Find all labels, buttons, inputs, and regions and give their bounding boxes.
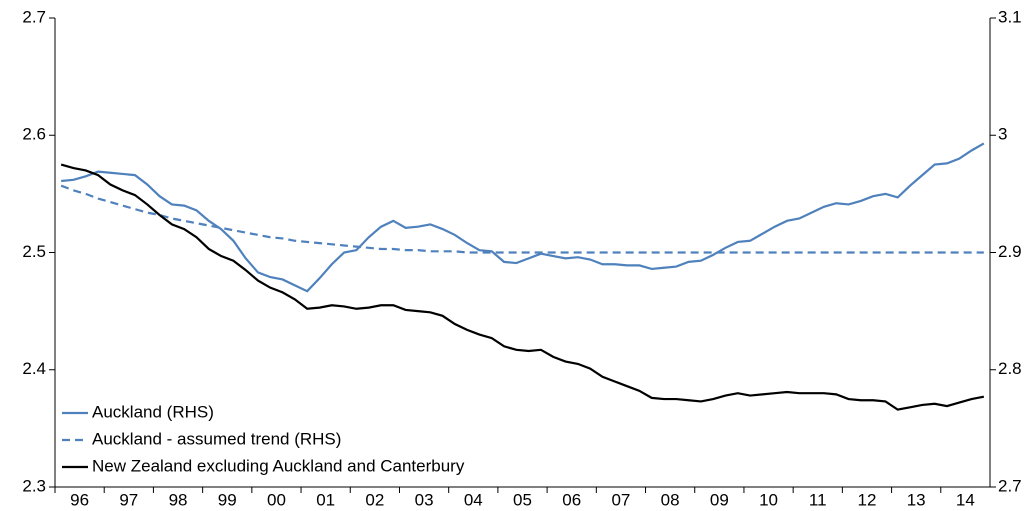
x-tick-label: 06: [562, 490, 581, 509]
y-tick-label: 2.3: [22, 476, 46, 495]
x-tick-label: 07: [611, 490, 630, 509]
y2-tick-label: 2.7: [998, 476, 1022, 495]
x-tick-label: 96: [70, 490, 89, 509]
legend-label: Auckland (RHS): [92, 402, 214, 421]
series-line: [60, 184, 984, 254]
x-tick-label: 14: [956, 490, 975, 509]
y-tick-label: 2.4: [22, 359, 46, 378]
y2-tick-label: 2.8: [998, 359, 1022, 378]
x-tick-label: 09: [710, 490, 729, 509]
y2-tick-label: 3: [998, 125, 1007, 144]
legend-label: Auckland - assumed trend (RHS): [92, 429, 341, 448]
x-tick-label: 03: [415, 490, 434, 509]
x-tick-label: 00: [267, 490, 286, 509]
x-tick-label: 99: [218, 490, 237, 509]
y-tick-label: 2.7: [22, 7, 46, 26]
y2-tick-label: 3.1: [998, 7, 1022, 26]
series-line: [60, 163, 985, 411]
x-tick-label: 08: [661, 490, 680, 509]
x-tick-label: 10: [759, 490, 778, 509]
x-tick-label: 01: [316, 490, 335, 509]
x-tick-label: 98: [169, 490, 188, 509]
x-tick-label: 97: [119, 490, 138, 509]
x-tick-label: 04: [464, 490, 483, 509]
x-tick-label: 05: [513, 490, 532, 509]
x-tick-label: 13: [907, 490, 926, 509]
y2-tick-label: 2.9: [998, 242, 1022, 261]
y-tick-label: 2.5: [22, 242, 46, 261]
legend-label: New Zealand excluding Auckland and Cante…: [92, 456, 465, 475]
x-tick-label: 12: [858, 490, 877, 509]
y-tick-label: 2.6: [22, 125, 46, 144]
x-tick-label: 02: [365, 490, 384, 509]
x-tick-label: 11: [809, 490, 827, 509]
series-line: [61, 142, 985, 293]
